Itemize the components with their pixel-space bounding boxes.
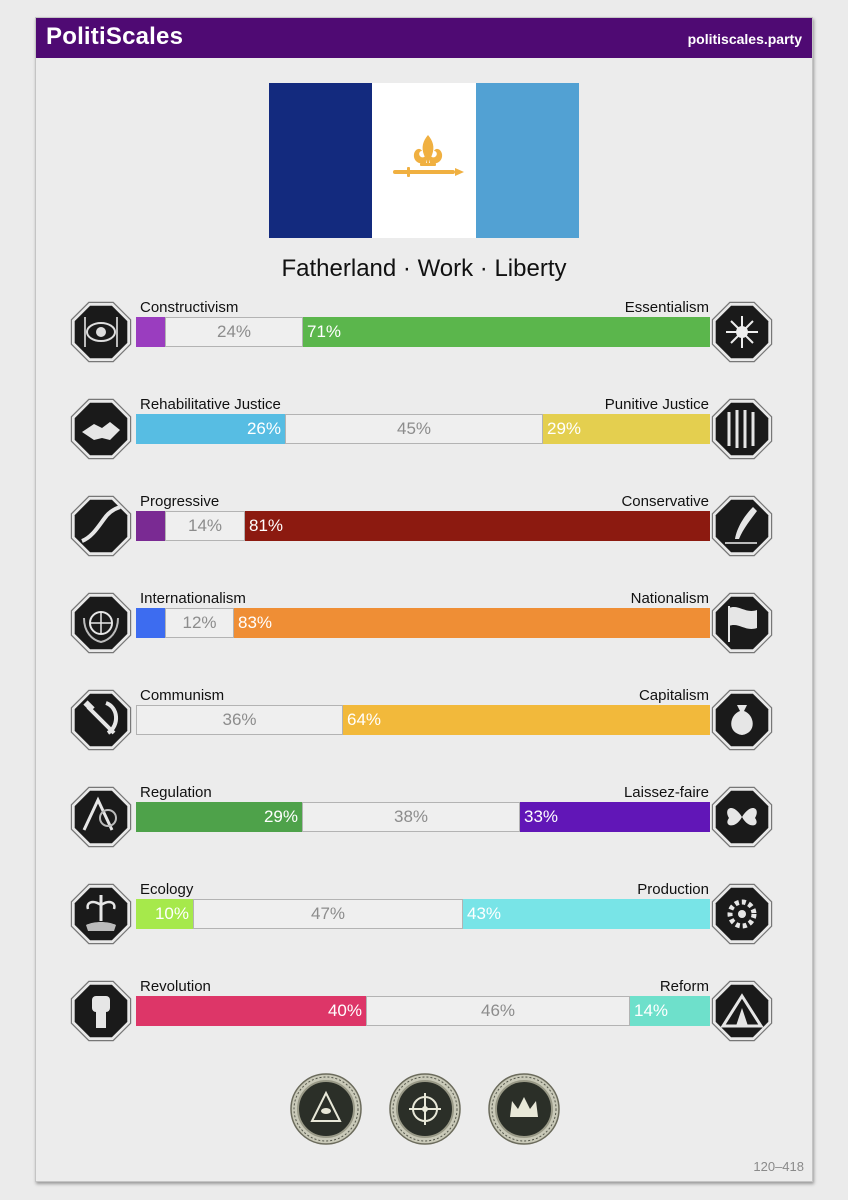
axis-bar: 12% 83%	[136, 608, 710, 638]
axis-neutral-segment: 14%	[165, 511, 245, 541]
axis-row: 36% 64% Communism Capitalism	[36, 687, 814, 767]
national-flag	[269, 83, 579, 238]
axis-bar: 10% 47% 43%	[136, 899, 710, 929]
axis-right-segment: 64%	[343, 705, 710, 735]
hammer-sickle-icon	[68, 687, 134, 753]
seal-row	[36, 1073, 812, 1145]
pyramid-eye-seal-icon	[290, 1073, 362, 1145]
eye-cage-icon	[68, 299, 134, 365]
axis-bar: 36% 64%	[136, 705, 710, 735]
site-url[interactable]: politiscales.party	[687, 31, 802, 47]
axis-neutral-segment: 46%	[366, 996, 630, 1026]
fleur-de-lis-sword-icon	[393, 135, 464, 177]
axis-row: 10% 47% 43% Ecology Production	[36, 881, 814, 961]
prison-bars-icon	[709, 396, 775, 462]
axis-neutral-segment: 38%	[302, 802, 520, 832]
axis-right-segment: 43%	[463, 899, 710, 929]
slogan: Fatherland · Work · Liberty	[281, 255, 567, 282]
axis-right-segment: 29%	[543, 414, 710, 444]
axis-row: 40% 46% 14% Revolution Reform	[36, 978, 814, 1058]
axis-bar: 29% 38% 33%	[136, 802, 710, 832]
ruler-compass-icon	[68, 784, 134, 850]
gears-icon	[709, 881, 775, 947]
axis-neutral-segment: 24%	[165, 317, 303, 347]
money-bag-icon	[709, 687, 775, 753]
header-bar: PolitiScales politiscales.party	[36, 18, 812, 58]
axis-bar: 40% 46% 14%	[136, 996, 710, 1026]
axis-left-segment: 10%	[136, 899, 193, 929]
axis-right-segment: 14%	[630, 996, 710, 1026]
plant-roots-icon	[68, 881, 134, 947]
axis-left-label: Internationalism	[140, 590, 246, 607]
axis-bar: 26% 45% 29%	[136, 414, 710, 444]
axis-left-segment: 29%	[136, 802, 302, 832]
axis-left-segment: 26%	[136, 414, 285, 444]
tent-icon	[709, 978, 775, 1044]
axis-neutral-segment: 12%	[165, 608, 234, 638]
waving-flag-icon	[709, 590, 775, 656]
axis-row: 26% 45% 29% Rehabilitative Justice Punitive …	[36, 396, 814, 476]
crown-seal-icon	[488, 1073, 560, 1145]
footer-code: 120–418	[753, 1159, 804, 1174]
brand-title: PolitiScales	[46, 23, 184, 50]
axis-left-label: Revolution	[140, 978, 211, 995]
flag-stripe	[475, 83, 579, 238]
axis-row: 29% 38% 33% Regulation Laissez-faire	[36, 784, 814, 864]
axis-left-label: Constructivism	[140, 299, 239, 316]
axis-right-segment: 83%	[234, 608, 710, 638]
axis-row: 14% 81% Progressive Conservative	[36, 493, 814, 573]
axis-right-label: Production	[637, 881, 709, 898]
axis-left-segment	[136, 511, 165, 541]
axis-right-label: Essentialism	[624, 299, 709, 316]
butterflies-icon	[709, 784, 775, 850]
axis-bar: 24% 71%	[136, 317, 710, 347]
star-compass-seal-icon	[389, 1073, 461, 1145]
axis-left-label: Regulation	[140, 784, 212, 801]
rising-path-icon	[68, 493, 134, 559]
axis-neutral-segment: 36%	[136, 705, 343, 735]
flower-icon	[709, 299, 775, 365]
axis-left-label: Communism	[140, 687, 225, 704]
axis-neutral-segment: 45%	[285, 414, 543, 444]
axis-left-label: Ecology	[140, 881, 194, 898]
axis-left-segment: 40%	[136, 996, 366, 1026]
axis-left-label: Rehabilitative Justice	[140, 396, 281, 413]
flag-stripe	[269, 83, 373, 238]
axis-neutral-segment: 47%	[193, 899, 463, 929]
result-card: PolitiScales politiscales.party Fatherla…	[35, 17, 813, 1182]
axis-right-segment: 81%	[245, 511, 710, 541]
axis-right-label: Reform	[659, 978, 709, 995]
axis-right-label: Punitive Justice	[604, 396, 709, 413]
handshake-icon	[68, 396, 134, 462]
axis-bar: 14% 81%	[136, 511, 710, 541]
axis-right-segment: 33%	[520, 802, 710, 832]
axis-right-label: Laissez-faire	[623, 784, 709, 801]
axis-right-segment: 71%	[303, 317, 710, 347]
axis-row: 24% 71% Constructivism Essentialism	[36, 299, 814, 379]
axis-left-label: Progressive	[140, 493, 220, 510]
globe-laurel-icon	[68, 590, 134, 656]
raised-fist-icon	[68, 978, 134, 1044]
axis-right-label: Conservative	[621, 493, 709, 510]
axis-left-segment	[136, 608, 165, 638]
quill-icon	[709, 493, 775, 559]
axis-right-label: Capitalism	[638, 687, 709, 704]
axis-left-segment	[136, 317, 165, 347]
axis-right-label: Nationalism	[630, 590, 709, 607]
axis-row: 12% 83% Internationalism Nationalism	[36, 590, 814, 670]
